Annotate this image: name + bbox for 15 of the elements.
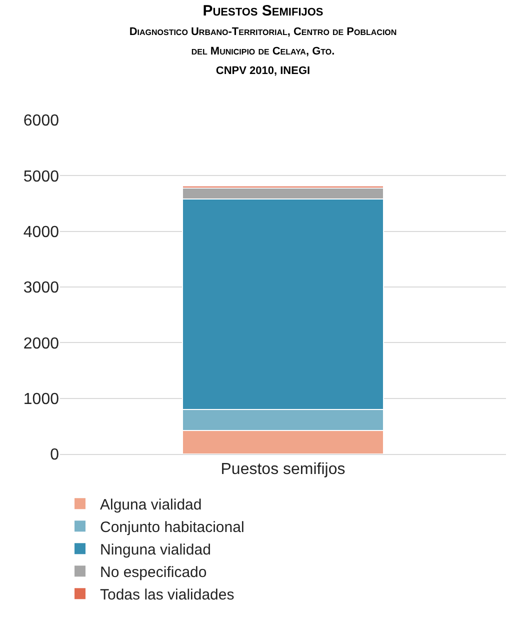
y-tick-label: 0 [50,446,60,464]
legend-label: Ninguna vialidad [100,542,211,558]
x-tick-label: Puestos semifijos [220,461,346,478]
y-tick-label: 5000 [23,168,60,186]
y-tick-label: 6000 [23,112,60,130]
legend-label: Todas las vialidades [100,586,234,604]
y-tick-label: 4000 [23,224,60,241]
y-tick-label: 3000 [23,280,60,297]
chart-title: Puestos Semifijos [202,2,324,20]
y-tick-label: 1000 [23,390,60,408]
chart-subtitle: Diagnostico Urbano-Territorial, Centro de Poblacion del Municipio de Celaya, Gto. CNPV 2010, INEGI [129,26,397,78]
legend-label: Conjunto habitacional [100,519,244,536]
legend-label: Alguna vialidad [100,496,202,514]
legend-label: No especificado [100,564,207,581]
y-tick-label: 2000 [23,335,60,352]
